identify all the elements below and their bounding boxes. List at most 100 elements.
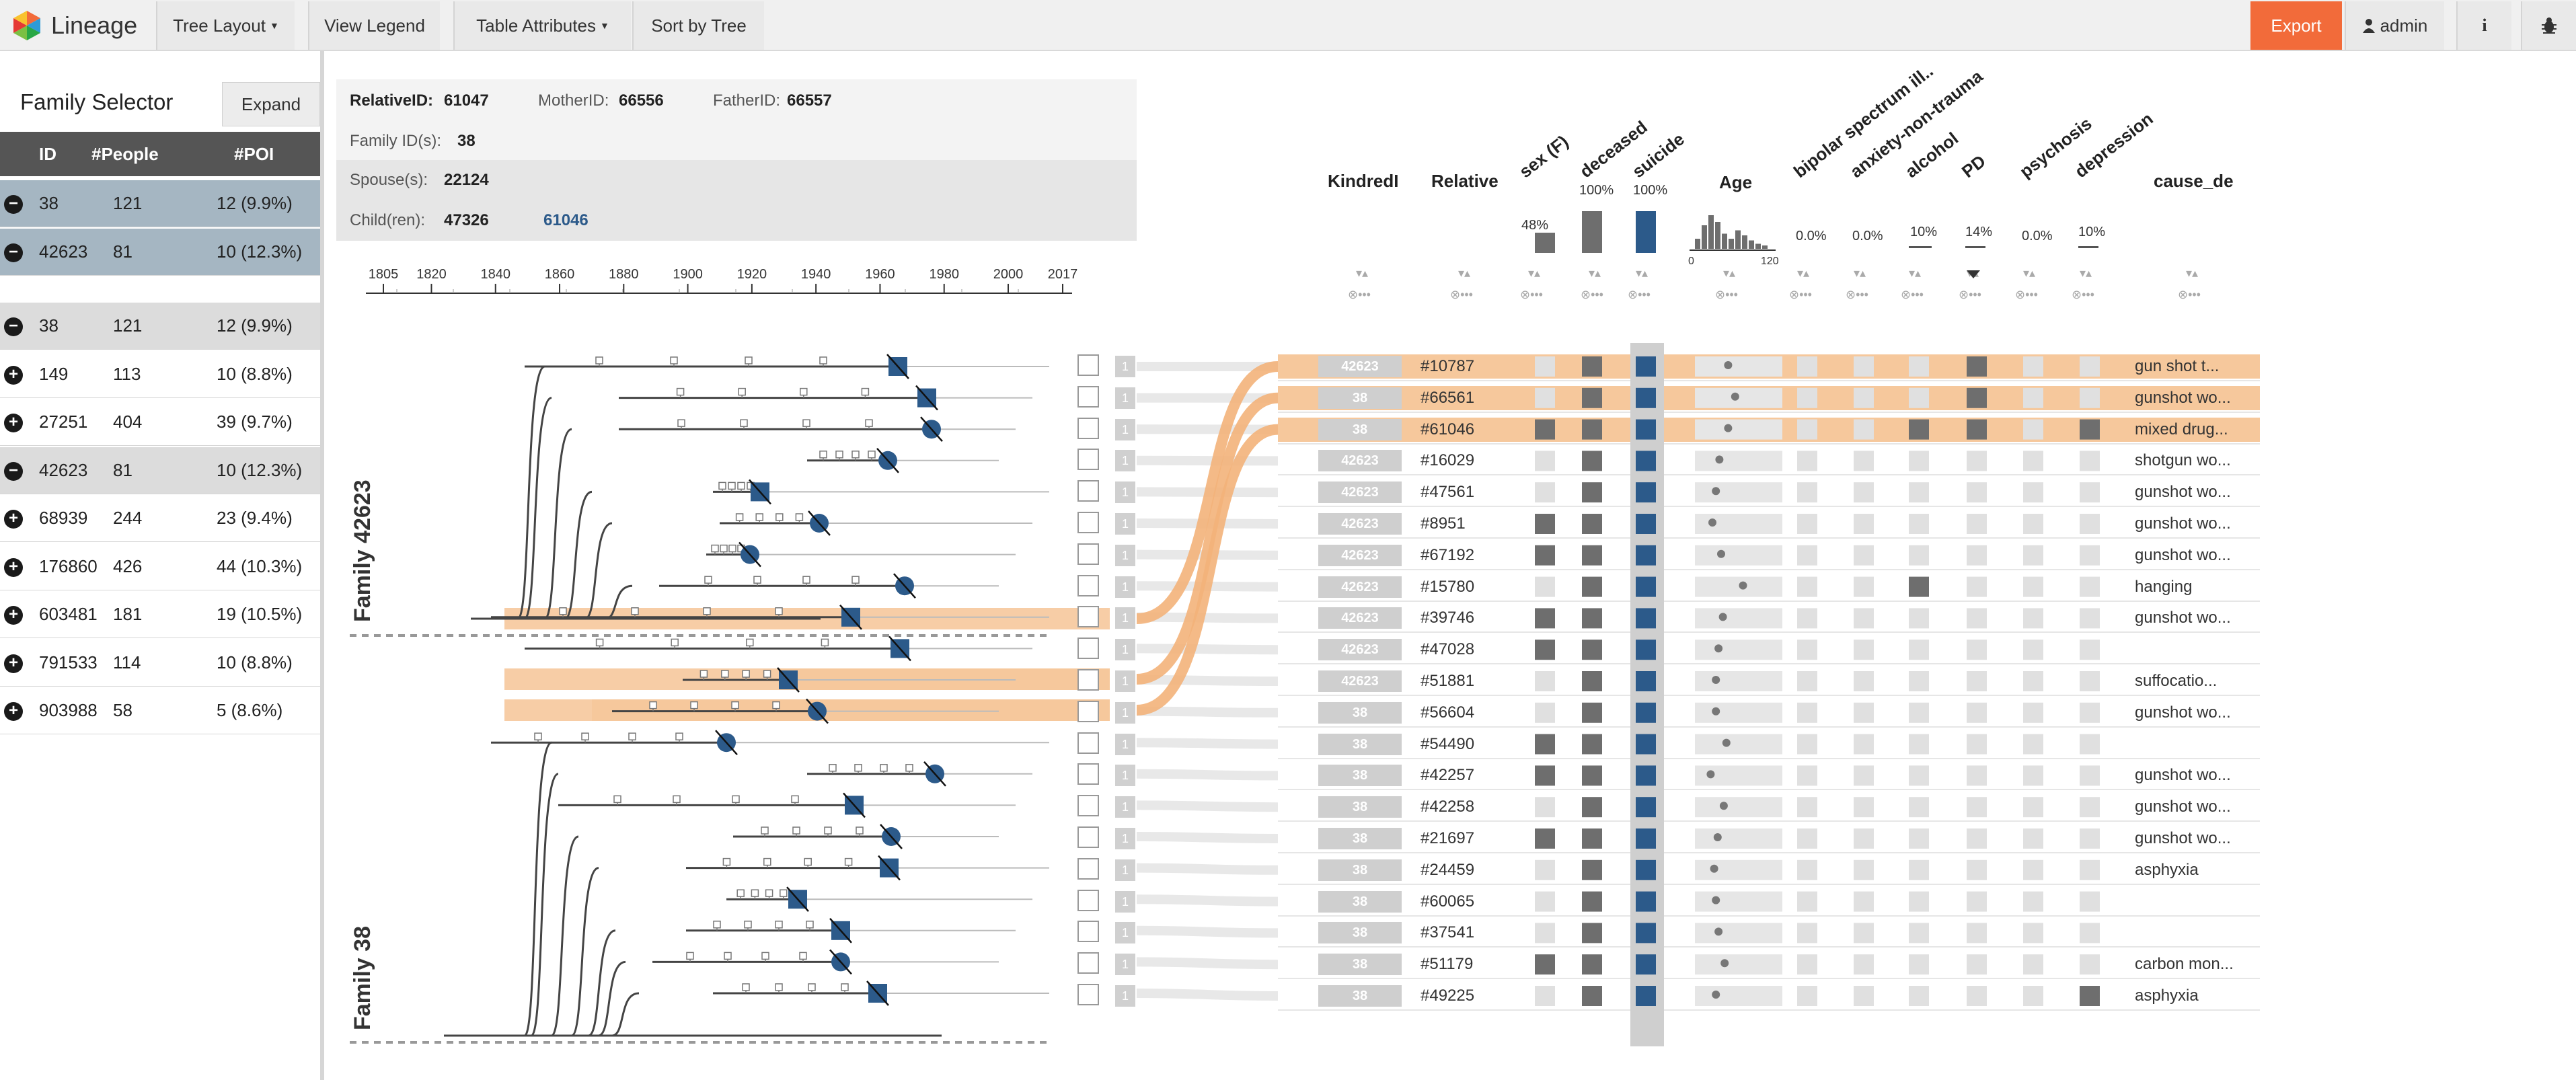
col-kindred[interactable]: KindredI — [1328, 171, 1399, 191]
relative-id-cell[interactable]: #16029 — [1420, 451, 1475, 470]
sort-arrows-icon[interactable]: ▾▴ — [1909, 266, 1922, 280]
family_selector.rows-row[interactable]: +903988 58 5 (8.6%) — [0, 687, 320, 734]
family_selector.rows-row[interactable]: −42623 81 10 (12.3%) — [0, 447, 320, 494]
collapse-family-icon[interactable]: − — [4, 195, 23, 214]
col-pd[interactable]: PD — [1957, 151, 1990, 182]
relative-id-cell[interactable]: #51881 — [1420, 672, 1475, 690]
remove-filter-icon[interactable]: ⊗••• — [1715, 288, 1738, 301]
sort-arrows-icon[interactable]: ▾▴ — [1854, 266, 1866, 280]
expand-button[interactable]: Expand — [222, 82, 320, 126]
row-select-checkbox[interactable] — [1077, 480, 1099, 502]
header-people[interactable]: #People — [91, 143, 159, 164]
row-select-checkbox[interactable] — [1077, 826, 1099, 848]
remove-filter-icon[interactable]: ⊗••• — [2178, 288, 2201, 301]
remove-filter-icon[interactable]: ⊗••• — [1581, 288, 1603, 301]
row-select-checkbox[interactable] — [1077, 795, 1099, 817]
user-menu[interactable]: admin — [2345, 1, 2444, 50]
brand[interactable]: Lineage — [12, 8, 137, 43]
collapse-family-icon[interactable]: − — [4, 243, 23, 262]
relative-id-cell[interactable]: #66561 — [1420, 388, 1475, 407]
row-select-checkbox[interactable] — [1077, 512, 1099, 533]
sort-arrows-icon[interactable]: ▾▴ — [1356, 266, 1369, 280]
row-select-checkbox[interactable] — [1077, 543, 1099, 565]
remove-filter-icon[interactable]: ⊗••• — [1901, 288, 1924, 301]
remove-filter-icon[interactable]: ⊗••• — [1520, 288, 1543, 301]
sort-arrows-icon[interactable]: ▾▴ — [1723, 266, 1736, 280]
relative-id-cell[interactable]: #42258 — [1420, 798, 1475, 816]
row-select-checkbox[interactable] — [1077, 354, 1099, 376]
family_selector.rows-row[interactable]: −38 121 12 (9.9%) — [0, 303, 320, 350]
row-select-checkbox[interactable] — [1077, 857, 1099, 880]
sort-arrows-icon[interactable]: ▾▴ — [1458, 266, 1471, 280]
family_selector.rows-row[interactable]: +149 113 10 (8.8%) — [0, 351, 320, 398]
expand-family-icon[interactable]: + — [4, 365, 23, 385]
col-relative[interactable]: Relative — [1431, 171, 1499, 191]
row-select-checkbox[interactable] — [1077, 732, 1099, 754]
sort-arrows-icon[interactable]: ▾▴ — [1589, 266, 1601, 280]
expand-family-icon[interactable]: + — [4, 702, 23, 721]
remove-filter-icon[interactable]: ⊗••• — [1628, 288, 1651, 301]
sort-arrows-icon[interactable]: ▾▴ — [2023, 266, 2036, 280]
expand-family-icon[interactable]: + — [4, 654, 23, 673]
expand-family-icon[interactable]: + — [4, 557, 23, 577]
child-link-2[interactable]: 61046 — [543, 211, 589, 229]
relative-id-cell[interactable]: #39746 — [1420, 609, 1475, 627]
expand-family-icon[interactable]: + — [4, 606, 23, 625]
col-age[interactable]: Age — [1719, 172, 1753, 192]
info-button[interactable]: i — [2456, 1, 2511, 50]
expand-family-icon[interactable]: + — [4, 414, 23, 432]
header-id[interactable]: ID — [39, 143, 56, 164]
remove-filter-icon[interactable]: ⊗••• — [1959, 288, 1981, 301]
relative-id-cell[interactable]: #67192 — [1420, 545, 1475, 564]
row-select-checkbox[interactable] — [1077, 952, 1099, 974]
relative-id-cell[interactable]: #49225 — [1420, 987, 1475, 1005]
col-cause[interactable]: cause_de — [2154, 171, 2234, 191]
relative-id-cell[interactable]: #56604 — [1420, 703, 1475, 722]
view-legend-button[interactable]: View Legend — [308, 1, 440, 50]
relative-id-cell[interactable]: #8951 — [1420, 514, 1466, 533]
relative-id-cell[interactable]: #42257 — [1420, 766, 1475, 785]
sort-arrows-icon[interactable]: ▾▴ — [2080, 266, 2092, 280]
child-link-1[interactable]: 47326 — [444, 211, 489, 229]
family_selector.rows-row[interactable]: +791533 114 10 (8.8%) — [0, 640, 320, 687]
sort-arrows-icon[interactable]: ▾▴ — [2186, 266, 2199, 280]
remove-filter-icon[interactable]: ⊗••• — [1348, 288, 1371, 301]
row-select-checkbox[interactable] — [1077, 984, 1099, 1005]
row-select-checkbox[interactable] — [1077, 606, 1099, 628]
relative-id-cell[interactable]: #10787 — [1420, 357, 1475, 375]
row-select-checkbox[interactable] — [1077, 449, 1099, 471]
relative-id-cell[interactable]: #37541 — [1420, 923, 1475, 942]
family_selector.pinned-row[interactable]: −42623 81 10 (12.3%) — [0, 229, 320, 276]
sort-arrows-icon[interactable]: ▾▴ — [1967, 266, 1979, 280]
relative-id-cell[interactable]: #47028 — [1420, 640, 1475, 659]
header-poi[interactable]: #POI — [234, 143, 274, 164]
row-select-checkbox[interactable] — [1077, 669, 1099, 691]
row-select-checkbox[interactable] — [1077, 763, 1099, 785]
row-select-checkbox[interactable] — [1077, 700, 1099, 722]
remove-filter-icon[interactable]: ⊗••• — [1846, 288, 1868, 301]
row-select-checkbox[interactable] — [1077, 417, 1099, 439]
sort-by-tree-button[interactable]: Sort by Tree — [632, 1, 764, 50]
sort-arrows-icon[interactable]: ▾▴ — [1636, 266, 1649, 280]
col-sex[interactable]: sex (F) — [1515, 130, 1573, 182]
family_selector.rows-row[interactable]: +68939 244 23 (9.4%) — [0, 495, 320, 542]
expand-family-icon[interactable]: + — [4, 510, 23, 529]
panel-divider[interactable] — [320, 51, 324, 1080]
collapse-family-icon[interactable]: − — [4, 461, 23, 481]
remove-filter-icon[interactable]: ⊗••• — [2072, 288, 2094, 301]
family_selector.rows-row[interactable]: +603481 181 19 (10.5%) — [0, 591, 320, 638]
family_selector.rows-row[interactable]: +176860 426 44 (10.3%) — [0, 543, 320, 590]
relative-id-cell[interactable]: #21697 — [1420, 829, 1475, 847]
row-select-checkbox[interactable] — [1077, 889, 1099, 911]
family_selector.pinned-row[interactable]: −38 121 12 (9.9%) — [0, 180, 320, 227]
remove-filter-icon[interactable]: ⊗••• — [1789, 288, 1812, 301]
relative-id-cell[interactable]: #60065 — [1420, 892, 1475, 911]
tree-layout-dropdown[interactable]: Tree Layout ▼ — [156, 1, 295, 50]
sort-arrows-icon[interactable]: ▾▴ — [1797, 266, 1810, 280]
row-select-checkbox[interactable] — [1077, 638, 1099, 660]
family_selector.rows-row[interactable]: +27251 404 39 (9.7%) — [0, 399, 320, 446]
remove-filter-icon[interactable]: ⊗••• — [2015, 288, 2038, 301]
relative-id-cell[interactable]: #24459 — [1420, 860, 1475, 879]
table-attributes-dropdown[interactable]: Table Attributes ▼ — [453, 1, 631, 50]
relative-id-cell[interactable]: #15780 — [1420, 577, 1475, 596]
